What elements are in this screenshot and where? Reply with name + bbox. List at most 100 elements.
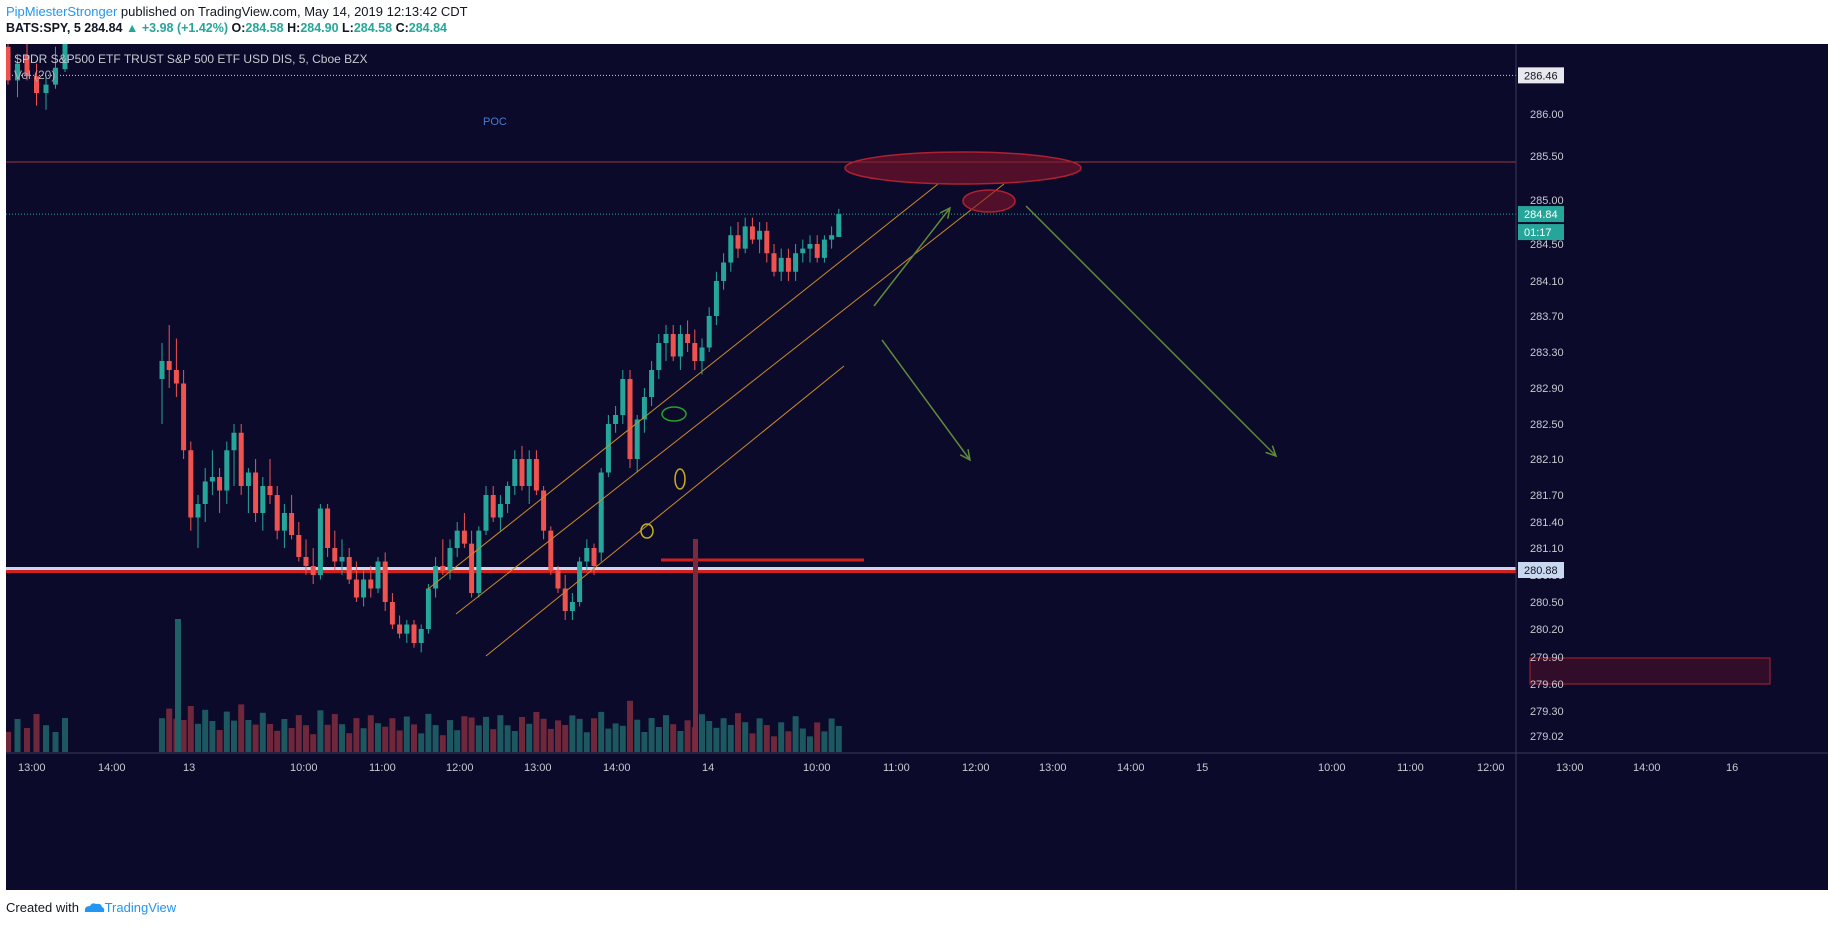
candle-body [584, 548, 590, 562]
candle-body [555, 570, 561, 589]
candle-body [397, 624, 403, 634]
volume-bar [295, 715, 302, 752]
candle-body [209, 477, 215, 482]
candle-body [706, 316, 712, 348]
price-tag-countdown-bg [1518, 224, 1564, 241]
tradingview-brand-link[interactable]: TradingView [104, 900, 177, 915]
volume-bar [807, 736, 813, 752]
volume-bar [547, 728, 554, 752]
volume-bar [677, 731, 684, 752]
volume-bar [461, 716, 468, 752]
volume-bar [583, 732, 590, 752]
volume-bar [367, 715, 374, 752]
created-with-text: Created with [6, 900, 83, 915]
volume-bar [389, 718, 396, 752]
price-tag-last: 284.84 [1524, 209, 1558, 221]
volume-bar [511, 731, 518, 752]
symbol-line: BATS:SPY, 5 284.84 ▲ +3.98 (+1.42%) O:28… [6, 21, 447, 35]
candle-body [814, 244, 820, 258]
volume-bar [497, 715, 504, 752]
candle-body [368, 579, 374, 589]
candle-body [807, 244, 813, 249]
candle-body [195, 504, 201, 518]
chart-background [6, 44, 1828, 890]
candle-body [699, 347, 705, 361]
volume-bar [763, 725, 770, 752]
publish-line: PipMiesterStronger published on TradingV… [6, 4, 468, 19]
author-link[interactable]: PipMiesterStronger [6, 4, 118, 19]
candle-body [43, 84, 49, 93]
volume-bar [699, 714, 705, 752]
chart-container[interactable]: POC 286.00 285.50 285.00 284.50 284.10 283.70… [5, 44, 1828, 890]
arrow-down-long-head [1265, 445, 1278, 458]
candle-body [231, 432, 237, 451]
yellow-marker-circle [640, 523, 654, 539]
candle-body [620, 379, 626, 415]
volume-bar [598, 711, 605, 752]
candle-body [800, 248, 806, 254]
volume-bar [627, 700, 633, 752]
demand-zone-rect [1529, 657, 1771, 685]
candle-body [303, 557, 309, 566]
y-tick-label: 281.70 [1530, 490, 1564, 502]
volume-bar [223, 711, 230, 752]
volume-bar [483, 716, 489, 752]
candle-body [749, 226, 755, 240]
volume-bar [468, 717, 475, 752]
volume-bar [274, 730, 281, 752]
volume-bar [670, 724, 677, 752]
y-tick-label: 283.70 [1530, 311, 1564, 323]
high-label: H: [287, 21, 301, 35]
candle-body [217, 477, 223, 491]
volume-bar [216, 730, 223, 752]
x-tick-label: 12:00 [446, 762, 474, 774]
volume-bar [180, 720, 187, 752]
volume-bar [693, 539, 698, 752]
axes: 286.00 285.50 285.00 284.50 284.10 283.70 283.… [6, 44, 1828, 890]
volume-bar [605, 728, 612, 752]
volume-bar [245, 720, 252, 752]
candle-body [483, 495, 489, 531]
y-tick-label: 279.60 [1530, 679, 1564, 691]
green-marker-ellipse [661, 406, 687, 422]
y-tick-label: 282.10 [1530, 454, 1564, 466]
candle-body [721, 262, 727, 281]
candle-body [793, 253, 799, 272]
volume-bar [756, 718, 763, 752]
volume-bar [612, 723, 619, 752]
volume-bar [324, 724, 331, 752]
candle-body [317, 508, 323, 575]
candle-body [497, 504, 503, 518]
candle-body [677, 334, 683, 357]
volume-bar [799, 728, 806, 752]
candle-body [245, 472, 251, 486]
x-tick-label: 11:00 [883, 762, 910, 774]
candle-body [634, 419, 640, 459]
x-tick-label: 13:00 [18, 762, 46, 774]
drawings: POC [427, 116, 1771, 685]
candlestick-chart[interactable]: POC 286.00 285.50 285.00 284.50 284.10 283.70… [5, 44, 1828, 890]
volume-bar [454, 730, 461, 752]
x-tick-label: 11:00 [1397, 762, 1424, 774]
low-value: 284.58 [353, 21, 393, 35]
x-tick-label: 13:00 [1039, 762, 1067, 774]
poc-label: POC [483, 116, 507, 128]
volume-bar [281, 719, 288, 752]
volume-bar [749, 733, 756, 752]
volume-bar [5, 731, 11, 752]
volume-bar [411, 724, 417, 752]
candle-body [627, 379, 633, 459]
candle-body [260, 486, 266, 513]
candle-body [389, 602, 395, 625]
volume-bar [720, 718, 727, 752]
arrow-down-long [1025, 205, 1277, 457]
volume-bar [475, 725, 482, 752]
price-tag-countdown: 01:17 [1524, 227, 1552, 239]
volume-bar [526, 723, 533, 752]
open-label: O: [231, 21, 246, 35]
volume-bar [403, 716, 410, 752]
y-tick-label: 286.00 [1530, 109, 1564, 121]
volume-bar [166, 708, 173, 752]
candle-body [526, 459, 532, 486]
y-tick-label: 283.30 [1530, 347, 1564, 359]
